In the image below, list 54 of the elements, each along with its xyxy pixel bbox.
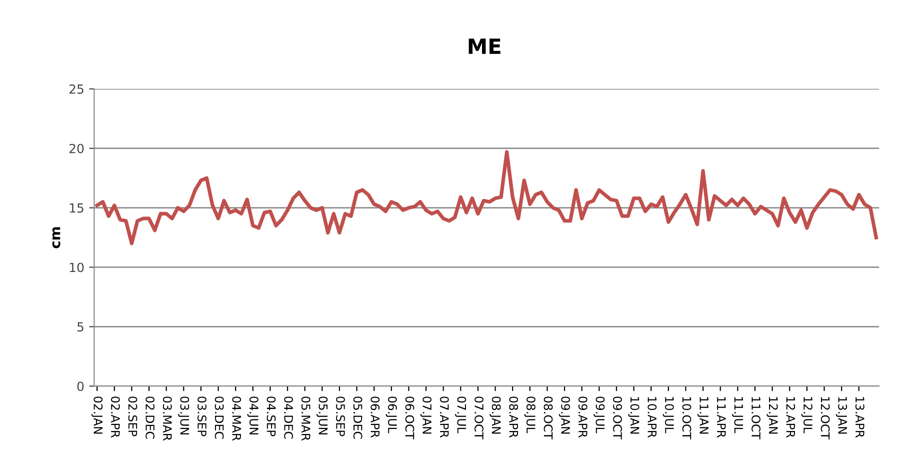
x-tick-label: 03.JUN: [178, 396, 190, 434]
x-tick-label: 08.APR: [509, 396, 518, 438]
x-tick-label: 07.APR: [440, 396, 449, 438]
x-tick-label: 09.OCT: [613, 396, 622, 440]
x-tick-label: 06.OCT: [405, 396, 414, 440]
x-tick-label: 05.DEC: [353, 396, 362, 439]
x-tick-label: 02.DEC: [146, 396, 155, 439]
y-tick-label: 25: [69, 84, 84, 94]
x-tick-label: 10.OCT: [682, 397, 692, 440]
x-tick-label: 09.JUL: [594, 396, 605, 434]
y-tick-label: 20: [69, 144, 84, 154]
x-tick-label: 03.MAR: [162, 396, 172, 441]
y-axis-title: cm: [52, 227, 60, 248]
x-tick-label: 02.JAN: [91, 396, 103, 434]
x-tick-label: 07.JUL: [455, 396, 466, 434]
x-tick-label: 04.SEP: [266, 396, 276, 436]
x-tick-label: 06.APR: [370, 396, 380, 438]
x-tick-label: 12.JUL: [801, 397, 812, 434]
x-tick-label: 07.OCT: [474, 396, 484, 440]
x-tick-label: 10.APR: [648, 397, 657, 438]
x-tick-label: 12.JAN: [766, 397, 778, 434]
x-tick-label: 05.MAR: [301, 396, 310, 441]
y-tick-label: 0: [77, 382, 84, 392]
x-tick-label: 06.JUL: [386, 396, 397, 434]
x-tick-label: 02.APR: [110, 396, 120, 438]
x-tick-label: 11.APR: [717, 397, 726, 438]
x-tick-label: 05.JUN: [316, 396, 328, 434]
x-tick-label: 08.JUL: [524, 396, 536, 434]
x-tick-label: 08.JAN: [490, 396, 501, 434]
y-tick-label: 10: [70, 262, 84, 272]
x-tick-label: 09.APR: [578, 396, 588, 438]
x-tick-label: 11.JAN: [697, 397, 708, 434]
x-tick-label: 12.APR: [786, 397, 796, 438]
x-tick-label: 13.JAN: [836, 397, 848, 434]
x-tick-label: 03.SEP: [198, 396, 206, 436]
x-tick-label: 02.SEP: [128, 396, 138, 436]
x-tick-label: 09.JAN: [558, 396, 570, 434]
chart-title: ME: [468, 38, 500, 54]
x-tick-label: 13.APR: [855, 397, 864, 438]
x-tick-label: 04.DEC: [284, 396, 294, 439]
x-tick-label: 05.SEP: [336, 396, 345, 436]
x-tick-label: 08.OCT: [544, 396, 553, 440]
y-tick-label: 5: [77, 322, 84, 332]
x-tick-label: 10.JUL: [662, 397, 674, 434]
x-tick-label: 11.JUL: [732, 397, 744, 434]
x-tick-label: 12.OCT: [820, 397, 830, 440]
x-tick-label: 04.JUN: [247, 396, 258, 434]
line-series: [95, 150, 878, 246]
x-tick-label: 10.JAN: [628, 397, 640, 434]
x-tick-label: 03.DEC: [214, 396, 224, 439]
x-tick-label: 07.JAN: [420, 396, 432, 434]
x-tick-label: 04.MAR: [232, 396, 242, 441]
x-tick-label: 11.OCT: [752, 397, 760, 440]
y-tick-label: 15: [70, 203, 84, 213]
